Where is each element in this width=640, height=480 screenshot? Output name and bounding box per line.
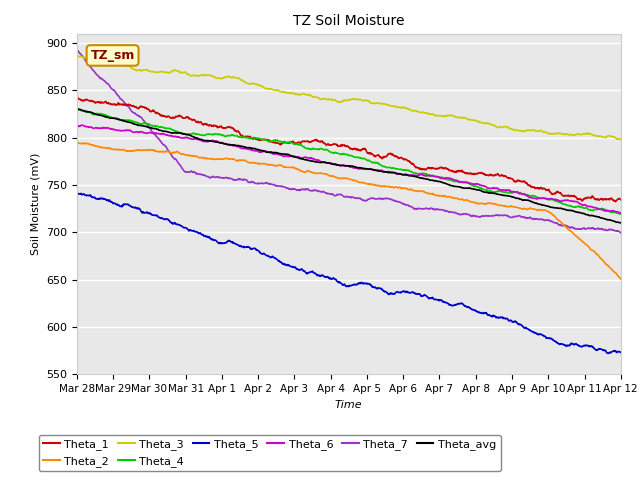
Theta_4 [74, 106, 81, 112]
Line: Theta_1: Theta_1 [77, 97, 621, 202]
Theta_avg [181, 131, 189, 137]
Theta_6 [181, 135, 189, 141]
Theta_avg [553, 205, 561, 211]
Text: TZ_sm: TZ_sm [90, 49, 135, 62]
Theta_1 [617, 197, 625, 203]
Theta_1 [73, 94, 81, 100]
Theta_3 [255, 83, 262, 88]
Theta_2 [504, 204, 512, 210]
Theta_4 [616, 211, 624, 217]
Line: Theta_4: Theta_4 [77, 109, 621, 214]
Theta_6 [78, 122, 86, 128]
Theta_2 [552, 215, 560, 221]
Line: Theta_5: Theta_5 [77, 192, 621, 353]
Theta_7 [552, 220, 560, 226]
Theta_6 [73, 122, 81, 128]
Theta_7 [255, 180, 262, 186]
Theta_6 [195, 136, 202, 142]
Theta_3 [504, 125, 512, 131]
Theta_avg [195, 136, 202, 142]
Theta_7 [180, 168, 188, 174]
Theta_2 [617, 276, 625, 282]
Theta_1 [552, 190, 560, 196]
Theta_4 [553, 198, 561, 204]
Theta_2 [255, 161, 262, 167]
Theta_4 [434, 174, 442, 180]
Theta_avg [505, 193, 513, 199]
Theta_1 [612, 199, 620, 204]
Theta_avg [73, 107, 81, 112]
Line: Theta_avg: Theta_avg [77, 109, 621, 223]
Theta_3 [433, 112, 441, 118]
Theta_5 [617, 349, 625, 355]
Theta_1 [255, 137, 262, 143]
Theta_1 [180, 115, 188, 121]
Theta_5 [433, 297, 441, 303]
Line: Theta_6: Theta_6 [77, 125, 621, 213]
Theta_2 [194, 154, 202, 160]
Theta_avg [255, 147, 263, 153]
Theta_7 [504, 213, 512, 219]
X-axis label: Time: Time [335, 400, 363, 409]
Theta_1 [194, 119, 202, 124]
Theta_4 [195, 132, 202, 137]
Y-axis label: Soil Moisture (mV): Soil Moisture (mV) [30, 153, 40, 255]
Theta_3 [617, 137, 625, 143]
Line: Theta_2: Theta_2 [77, 143, 621, 279]
Title: TZ Soil Moisture: TZ Soil Moisture [293, 14, 404, 28]
Theta_5 [552, 339, 560, 345]
Theta_6 [255, 149, 263, 155]
Legend: Theta_1, Theta_2, Theta_3, Theta_4, Theta_5, Theta_6, Theta_7, Theta_avg: Theta_1, Theta_2, Theta_3, Theta_4, Thet… [39, 435, 500, 471]
Theta_4 [617, 211, 625, 217]
Theta_avg [617, 220, 625, 226]
Theta_6 [553, 197, 561, 203]
Theta_4 [255, 136, 263, 142]
Theta_1 [433, 166, 441, 171]
Theta_5 [255, 248, 262, 254]
Theta_3 [73, 52, 81, 58]
Theta_3 [180, 70, 188, 75]
Theta_4 [73, 107, 81, 112]
Theta_4 [181, 131, 189, 137]
Line: Theta_7: Theta_7 [77, 50, 621, 233]
Theta_6 [617, 210, 625, 216]
Theta_7 [617, 230, 625, 236]
Theta_7 [433, 206, 441, 212]
Theta_5 [504, 317, 512, 323]
Line: Theta_3: Theta_3 [77, 55, 621, 140]
Theta_5 [180, 225, 188, 230]
Theta_2 [73, 140, 81, 145]
Theta_5 [73, 190, 81, 195]
Theta_7 [73, 47, 81, 53]
Theta_1 [504, 175, 512, 180]
Theta_3 [552, 131, 560, 136]
Theta_5 [194, 230, 202, 236]
Theta_avg [75, 106, 83, 112]
Theta_6 [505, 187, 513, 193]
Theta_7 [194, 171, 202, 177]
Theta_2 [433, 193, 441, 199]
Theta_5 [604, 350, 612, 356]
Theta_2 [180, 152, 188, 157]
Theta_6 [434, 174, 442, 180]
Theta_3 [194, 73, 202, 79]
Theta_avg [434, 179, 442, 184]
Theta_4 [505, 190, 513, 196]
